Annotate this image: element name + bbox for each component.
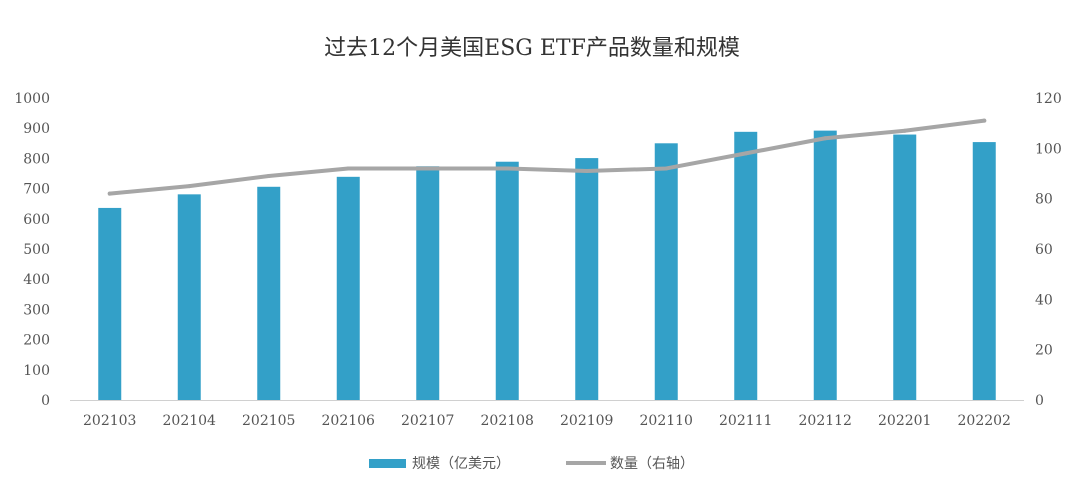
line-point xyxy=(346,166,351,171)
line-point xyxy=(425,166,430,171)
bar xyxy=(257,186,281,400)
y-left-tick-label: 900 xyxy=(23,121,50,137)
series-line xyxy=(107,118,987,196)
line-point xyxy=(823,136,828,141)
line-point xyxy=(743,151,748,156)
bar xyxy=(734,131,758,400)
x-tick-label: 202201 xyxy=(878,413,931,429)
y-left-tick-label: 100 xyxy=(23,363,50,379)
bar xyxy=(575,158,599,400)
x-tick-label: 202105 xyxy=(242,413,295,429)
y-left-tick-label: 200 xyxy=(23,333,50,349)
bar xyxy=(893,134,917,401)
bar xyxy=(336,176,360,400)
y-left-tick-label: 500 xyxy=(23,242,50,258)
line-point xyxy=(505,166,510,171)
y-right-tick-label: 40 xyxy=(1035,292,1053,308)
bar xyxy=(972,142,996,401)
y-left-tick-label: 0 xyxy=(41,393,50,409)
y-right-tick-label: 80 xyxy=(1035,192,1053,208)
line-point xyxy=(982,118,987,123)
x-tick-label: 202109 xyxy=(560,413,613,429)
legend-label-bar: 规模（亿美元） xyxy=(412,456,510,472)
y-right-tick-label: 60 xyxy=(1035,242,1053,258)
y-left-tick-label: 300 xyxy=(23,302,50,318)
line-point xyxy=(107,191,112,196)
x-tick-label: 202202 xyxy=(958,413,1011,429)
bar xyxy=(177,194,201,400)
bar xyxy=(813,130,837,400)
bar xyxy=(495,161,519,400)
legend-label-line: 数量（右轴） xyxy=(610,456,694,472)
x-tick-label: 202107 xyxy=(401,413,454,429)
x-tick-label: 202108 xyxy=(481,413,534,429)
line-point xyxy=(266,174,271,179)
y-left-tick-label: 400 xyxy=(23,272,50,288)
axes-layer: 0 100 200 300 400 500 600 700 800 900 1000 0 20 40 60 8… xyxy=(14,91,1061,429)
x-tick-label: 202106 xyxy=(322,413,376,429)
x-tick-label: 202111 xyxy=(719,413,772,429)
chart-title: 过去12个月美国ESG ETF产品数量和规模 xyxy=(324,36,740,61)
y-left-tick-label: 600 xyxy=(23,212,50,228)
y-left-tick-label: 800 xyxy=(23,151,50,167)
line-point xyxy=(664,166,669,171)
y-left-tick-label: 1000 xyxy=(14,91,50,107)
bar xyxy=(654,143,678,401)
y-right-tick-label: 0 xyxy=(1035,393,1044,409)
bar xyxy=(416,166,440,400)
line-layer xyxy=(107,118,987,196)
line-point xyxy=(584,168,589,173)
x-tick-label: 202112 xyxy=(799,413,852,429)
y-right-tick-label: 100 xyxy=(1035,141,1062,157)
y-left-tick-label: 700 xyxy=(23,182,50,198)
line-point xyxy=(902,128,907,133)
y-right-tick-label: 20 xyxy=(1035,343,1053,359)
legend-swatch-bar xyxy=(369,459,406,468)
legend: 规模（亿美元） 数量（右轴） xyxy=(369,456,694,472)
x-tick-label: 202104 xyxy=(163,413,217,429)
y-right-tick-label: 120 xyxy=(1035,91,1062,107)
line-point xyxy=(187,184,192,189)
x-tick-label: 202103 xyxy=(83,413,136,429)
bar xyxy=(98,207,122,400)
x-tick-label: 202110 xyxy=(640,413,693,429)
bars-layer xyxy=(98,130,996,401)
